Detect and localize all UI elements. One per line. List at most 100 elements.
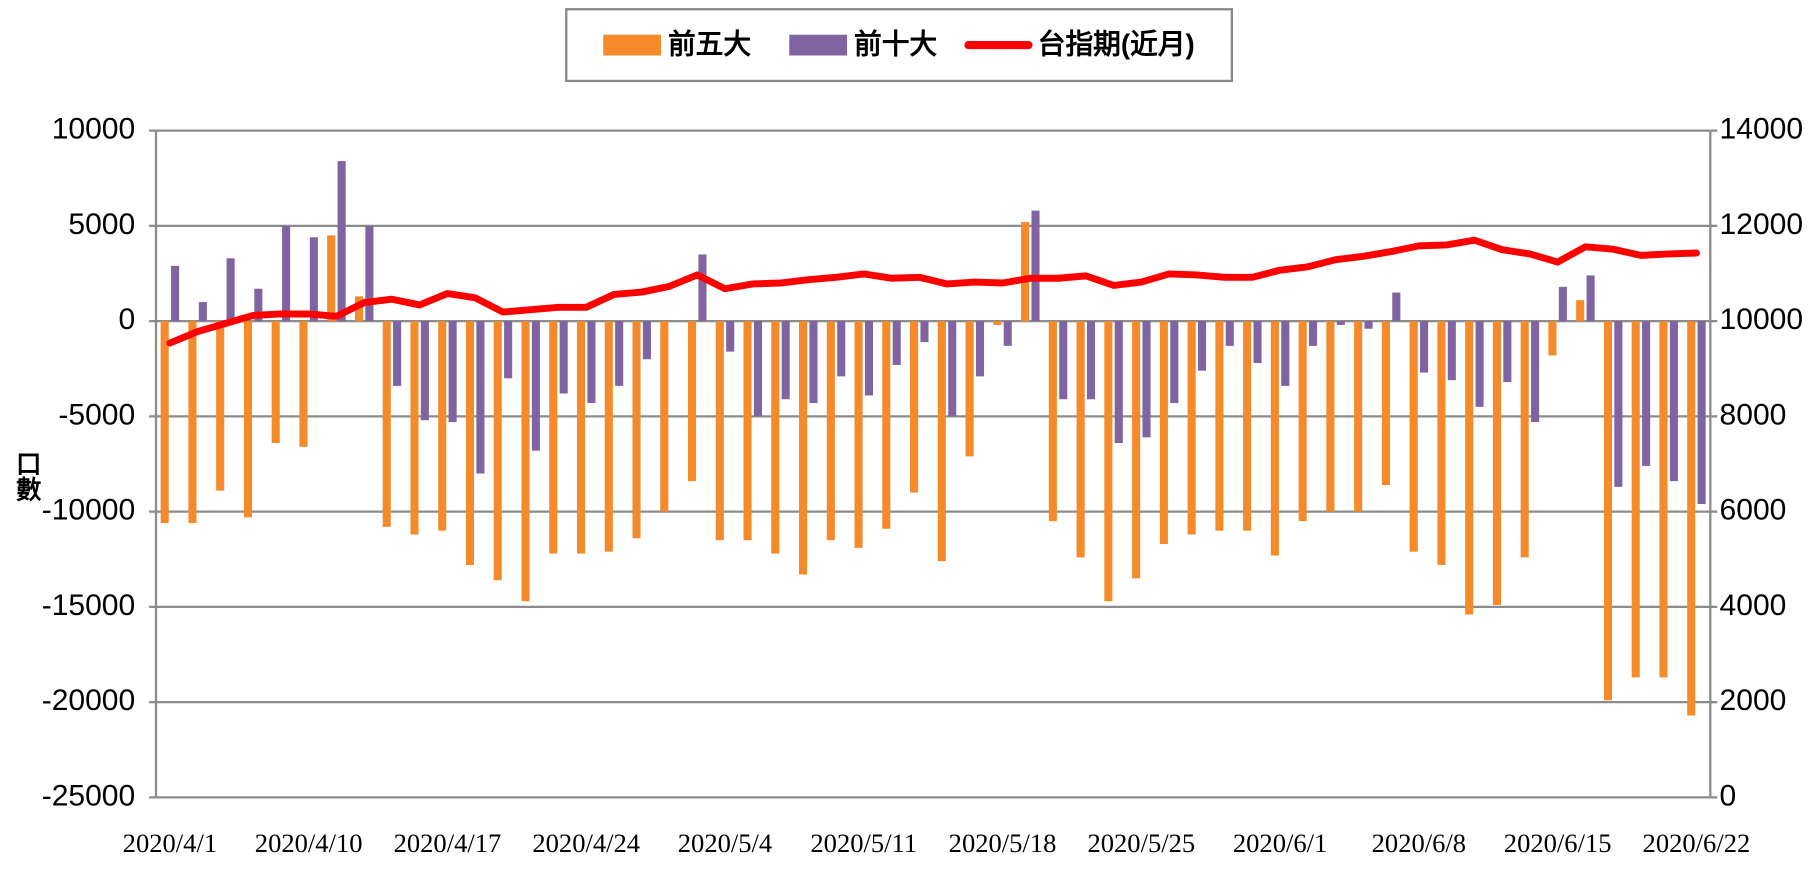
bar — [254, 288, 263, 322]
bar — [1409, 321, 1418, 552]
bar — [1381, 321, 1390, 485]
y2-tick-label: 6000 — [1720, 494, 1787, 527]
bar — [854, 321, 863, 548]
bar — [1447, 321, 1456, 381]
bar — [1225, 321, 1234, 346]
bar — [282, 225, 291, 322]
bar — [299, 321, 308, 447]
bar — [1059, 321, 1068, 400]
bar — [698, 254, 707, 322]
x-tick-label: 2020/4/24 — [532, 828, 640, 858]
bar — [1364, 321, 1373, 329]
bar — [420, 321, 429, 421]
bar — [1642, 321, 1651, 466]
x-tick-label: 2020/5/25 — [1087, 828, 1195, 858]
bar — [309, 237, 318, 322]
legend-box — [565, 8, 1234, 83]
bar — [410, 321, 419, 535]
x-tick-label: 2020/6/22 — [1643, 828, 1751, 858]
bar — [171, 265, 180, 322]
bar — [559, 321, 568, 394]
bar — [1354, 321, 1363, 512]
y2-tick-label: 4000 — [1720, 589, 1787, 622]
bar — [1669, 321, 1678, 482]
bar — [1170, 321, 1179, 404]
bar — [1159, 321, 1168, 545]
bar — [948, 321, 957, 417]
bar — [1048, 321, 1057, 522]
bar — [826, 321, 835, 541]
bar — [726, 321, 735, 352]
bar — [476, 321, 485, 474]
legend-label: 前五大 — [668, 29, 751, 60]
y-tick-label: -5000 — [58, 398, 135, 431]
bar — [910, 321, 919, 493]
bar — [1697, 321, 1706, 505]
bar — [1558, 286, 1567, 322]
bar — [1659, 321, 1668, 678]
bar — [753, 321, 762, 417]
bar — [1021, 222, 1030, 322]
y2-tick-label: 12000 — [1720, 208, 1804, 241]
bar — [1392, 292, 1401, 322]
bar — [965, 321, 974, 457]
bar — [1197, 321, 1207, 371]
x-tick-label: 2020/6/8 — [1372, 828, 1466, 858]
bar — [531, 321, 540, 451]
x-tick-label: 2020/4/1 — [123, 828, 217, 858]
x-tick-label: 2020/6/15 — [1504, 828, 1612, 858]
bar — [160, 321, 169, 524]
bar — [781, 321, 790, 400]
bar — [799, 321, 808, 575]
bar — [1475, 321, 1484, 407]
y2-tick-label: 0 — [1720, 779, 1737, 812]
bar — [327, 235, 336, 322]
bar — [1531, 321, 1540, 423]
x-tick-label: 2020/6/1 — [1233, 828, 1327, 858]
bar — [448, 321, 457, 423]
bar — [1215, 321, 1224, 531]
bar — [438, 321, 447, 531]
y2-tick-label: 10000 — [1720, 303, 1804, 336]
x-tick-label: 2020/4/10 — [255, 828, 363, 858]
bar — [1187, 321, 1196, 535]
bar — [1003, 321, 1012, 346]
legend-label: 台指期(近月) — [1038, 29, 1195, 60]
x-tick-label: 2020/5/18 — [949, 828, 1057, 858]
bar — [615, 321, 624, 386]
y-tick-label: -15000 — [42, 589, 136, 622]
bar — [993, 321, 1002, 325]
bar — [771, 321, 780, 554]
bar — [1687, 321, 1696, 716]
bar — [1298, 321, 1307, 522]
bar — [1243, 321, 1252, 531]
bar — [715, 321, 724, 541]
y-tick-label: 5000 — [68, 208, 135, 241]
bar — [188, 321, 197, 524]
bar — [1465, 321, 1474, 615]
bar — [642, 321, 651, 360]
bar — [1076, 321, 1085, 558]
bar — [864, 321, 874, 396]
bar — [1420, 321, 1429, 373]
bar — [1132, 321, 1141, 579]
y2-tick-label: 8000 — [1720, 398, 1787, 431]
bar — [1548, 321, 1557, 356]
bar — [465, 321, 475, 565]
y-tick-label: -25000 — [42, 779, 136, 812]
y-tick-label: -20000 — [42, 684, 136, 717]
bar — [837, 321, 846, 377]
bar — [576, 321, 586, 554]
bar — [1437, 321, 1446, 565]
bar — [521, 321, 530, 602]
bar — [1309, 321, 1318, 346]
bar — [1631, 321, 1640, 678]
bar — [504, 321, 513, 379]
bar — [1586, 275, 1595, 322]
bar — [243, 321, 252, 518]
bar — [1520, 321, 1529, 558]
y2-tick-label: 2000 — [1720, 684, 1787, 717]
bar — [587, 321, 596, 404]
bar — [937, 321, 946, 562]
bar — [216, 321, 225, 491]
